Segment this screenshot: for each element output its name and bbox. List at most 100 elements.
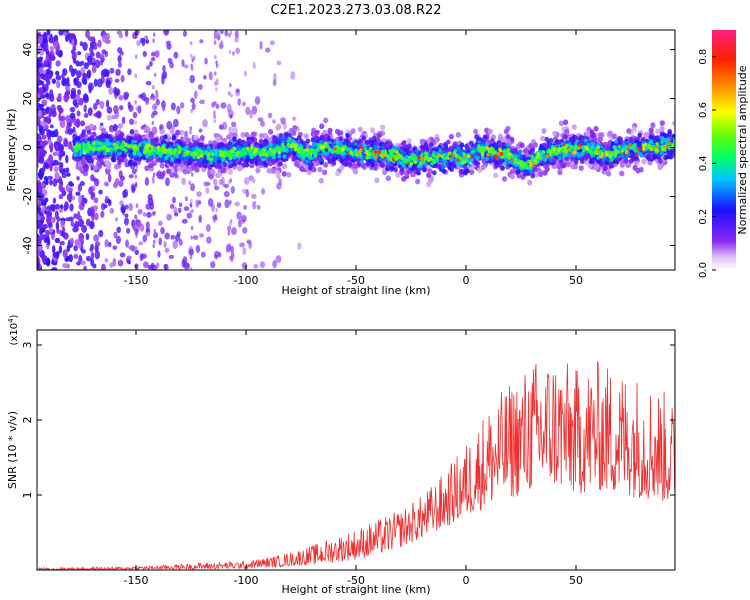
heatmap-cell	[55, 221, 60, 231]
heatmap-cell	[166, 120, 173, 130]
heatmap-cell	[62, 150, 66, 157]
heatmap-cell	[138, 94, 144, 99]
heatmap-cell	[137, 105, 142, 114]
heatmap-cell	[100, 69, 107, 78]
heatmap-cell	[230, 186, 235, 194]
heatmap-cell	[118, 32, 123, 39]
heatmap-cell	[119, 50, 124, 56]
heatmap-cell	[55, 70, 60, 76]
heatmap-cell	[97, 39, 102, 48]
heatmap-cell	[68, 64, 73, 73]
heatmap-cell	[54, 128, 59, 136]
heatmap-cell	[76, 261, 81, 266]
heatmap-cell	[142, 234, 148, 243]
heatmap-cell	[134, 174, 138, 179]
heatmap-cell	[100, 127, 107, 134]
heatmap-cell	[96, 78, 103, 88]
heatmap-cell	[558, 120, 564, 127]
heatmap-cell	[347, 161, 353, 167]
heatmap-cell	[243, 205, 248, 210]
heatmap-cell	[76, 70, 82, 79]
heatmap-cell	[401, 140, 406, 146]
heatmap-cell	[54, 237, 61, 244]
heatmap-cell	[76, 110, 81, 117]
heatmap-cell	[178, 239, 183, 247]
heatmap-cell	[37, 260, 41, 269]
heatmap-cell	[58, 176, 63, 185]
heatmap-cell	[237, 219, 242, 228]
heatmap-cell	[156, 170, 163, 180]
heatmap-cell	[41, 254, 48, 264]
heatmap-cell	[163, 71, 168, 79]
heatmap-cell	[199, 135, 205, 141]
heatmap-cell	[77, 51, 82, 56]
heatmap-cell	[195, 244, 201, 254]
heatmap-cell	[77, 89, 82, 96]
heatmap-cell	[380, 162, 385, 168]
heatmap-cell	[527, 179, 533, 186]
heatmap-cell	[108, 241, 112, 248]
heatmap-cell	[267, 112, 273, 119]
heatmap-cell	[45, 106, 51, 112]
heatmap-cell	[163, 240, 167, 248]
heatmap-cell	[37, 45, 42, 52]
heatmap-cell	[46, 257, 51, 266]
heatmap-cell	[105, 69, 110, 77]
heatmap-cell	[159, 128, 166, 135]
heatmap-cell	[112, 124, 119, 130]
heatmap-cell	[469, 169, 475, 175]
heatmap-cell	[522, 148, 528, 154]
heatmap-cell	[181, 258, 187, 268]
heatmap-cell	[198, 214, 202, 223]
heatmap-cell	[406, 169, 412, 175]
heatmap-cell	[571, 124, 577, 130]
heatmap-cell	[119, 252, 126, 258]
heatmap-cell	[229, 255, 232, 261]
heatmap-cell	[163, 30, 169, 34]
heatmap-cell	[205, 223, 211, 232]
heatmap-cell	[45, 216, 52, 225]
heatmap-cell	[229, 221, 232, 227]
heatmap-cell	[134, 249, 140, 256]
heatmap-cell	[124, 30, 129, 38]
heatmap-cell	[482, 134, 488, 140]
heatmap-cell	[49, 179, 53, 186]
heatmap-cell	[532, 142, 538, 148]
figure-title: C2E1.2023.273.03.08.R22	[270, 3, 441, 18]
heatmap-cell	[599, 132, 605, 138]
heatmap-cell	[275, 255, 282, 263]
heatmap-cell	[120, 74, 125, 83]
heatmap-cell	[281, 170, 287, 177]
heatmap-cell	[189, 213, 193, 219]
heatmap-cell	[219, 40, 224, 50]
heatmap-cell	[93, 197, 99, 204]
heatmap-cell	[178, 202, 183, 208]
heatmap-cell	[556, 163, 562, 170]
heatmap-cell	[169, 203, 175, 210]
heatmap-cell	[56, 44, 60, 54]
heatmap-cell	[70, 220, 75, 227]
heatmap-cell	[81, 249, 87, 254]
heatmap-cell	[509, 136, 515, 142]
heatmap-cell	[135, 233, 138, 238]
heatmap-cell	[121, 116, 126, 125]
heatmap-cell	[128, 118, 135, 125]
heatmap-cell	[82, 72, 87, 78]
heatmap-cell	[104, 159, 110, 166]
heatmap-cell	[48, 35, 54, 44]
heatmap-cell	[291, 130, 297, 136]
heatmap-cell	[351, 162, 358, 169]
heatmap-cell	[152, 85, 155, 90]
heatmap-cell	[274, 169, 280, 176]
heatmap-cell	[473, 128, 479, 135]
heatmap-cell	[144, 125, 150, 132]
heatmap-cell	[83, 265, 87, 270]
heatmap-cell	[59, 187, 66, 193]
heatmap-cell	[509, 168, 516, 175]
heatmap-cell	[231, 121, 237, 128]
heatmap-cell	[183, 64, 189, 69]
heatmap-cell	[426, 138, 432, 144]
heatmap-cell	[539, 135, 546, 142]
heatmap-cell	[83, 104, 87, 113]
heatmap-cell	[193, 134, 199, 141]
